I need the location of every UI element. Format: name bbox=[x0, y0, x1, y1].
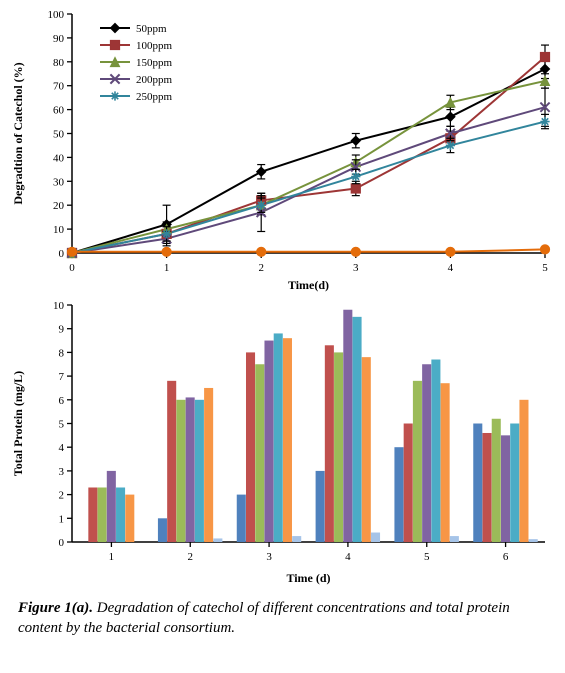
svg-text:7: 7 bbox=[59, 371, 65, 383]
svg-text:30: 30 bbox=[53, 176, 65, 188]
svg-text:5: 5 bbox=[424, 551, 430, 563]
svg-text:0: 0 bbox=[69, 262, 75, 274]
svg-text:250ppm: 250ppm bbox=[136, 91, 173, 103]
svg-text:80: 80 bbox=[53, 57, 65, 69]
svg-text:20: 20 bbox=[53, 200, 65, 212]
svg-text:0: 0 bbox=[59, 537, 65, 549]
svg-text:5: 5 bbox=[542, 262, 548, 274]
svg-text:90: 90 bbox=[53, 33, 65, 45]
svg-text:2: 2 bbox=[188, 551, 194, 563]
svg-text:8: 8 bbox=[59, 347, 65, 359]
svg-text:6: 6 bbox=[503, 551, 509, 563]
svg-text:10: 10 bbox=[53, 300, 65, 312]
bar-chart: 0 1 2 3 4 5 6 7 8 9 10 1 2 3 4 5 6 Time (d) Total Protein … bbox=[0, 295, 565, 590]
svg-text:4: 4 bbox=[448, 262, 454, 274]
svg-text:6: 6 bbox=[59, 395, 65, 407]
svg-text:2: 2 bbox=[258, 262, 264, 274]
svg-text:1: 1 bbox=[164, 262, 170, 274]
svg-text:100ppm: 100ppm bbox=[136, 40, 173, 52]
svg-text:60: 60 bbox=[53, 105, 65, 117]
svg-text:9: 9 bbox=[59, 324, 65, 336]
svg-text:1: 1 bbox=[109, 551, 115, 563]
svg-text:5: 5 bbox=[59, 419, 65, 431]
svg-text:1: 1 bbox=[59, 513, 65, 525]
figure-caption: Figure 1(a). Degradation of catechol of … bbox=[0, 590, 565, 649]
svg-text:Time (d): Time (d) bbox=[286, 571, 330, 585]
svg-text:Degradtion of Catechol (%): Degradtion of Catechol (%) bbox=[11, 62, 25, 204]
svg-text:0: 0 bbox=[59, 248, 65, 260]
svg-text:10: 10 bbox=[53, 224, 65, 236]
svg-text:70: 70 bbox=[53, 81, 65, 93]
svg-text:3: 3 bbox=[266, 551, 272, 563]
svg-text:3: 3 bbox=[59, 466, 65, 478]
caption-label: Figure 1(a). bbox=[18, 600, 93, 616]
svg-text:4: 4 bbox=[345, 551, 351, 563]
svg-text:100: 100 bbox=[48, 9, 65, 21]
line-chart: 0 10 20 30 40 50 60 70 80 90 100 0 1 2 3 4 5 Time(d) Degra… bbox=[0, 0, 565, 295]
svg-text:3: 3 bbox=[353, 262, 359, 274]
svg-text:40: 40 bbox=[53, 152, 65, 164]
svg-text:150ppm: 150ppm bbox=[136, 57, 173, 69]
svg-text:Total Protein (mg/L): Total Protein (mg/L) bbox=[11, 371, 25, 476]
svg-text:50ppm: 50ppm bbox=[136, 23, 167, 35]
svg-text:50: 50 bbox=[53, 129, 65, 141]
svg-text:4: 4 bbox=[59, 442, 65, 454]
svg-text:Time(d): Time(d) bbox=[288, 278, 329, 292]
svg-text:2: 2 bbox=[59, 490, 65, 502]
svg-text:200ppm: 200ppm bbox=[136, 74, 173, 86]
